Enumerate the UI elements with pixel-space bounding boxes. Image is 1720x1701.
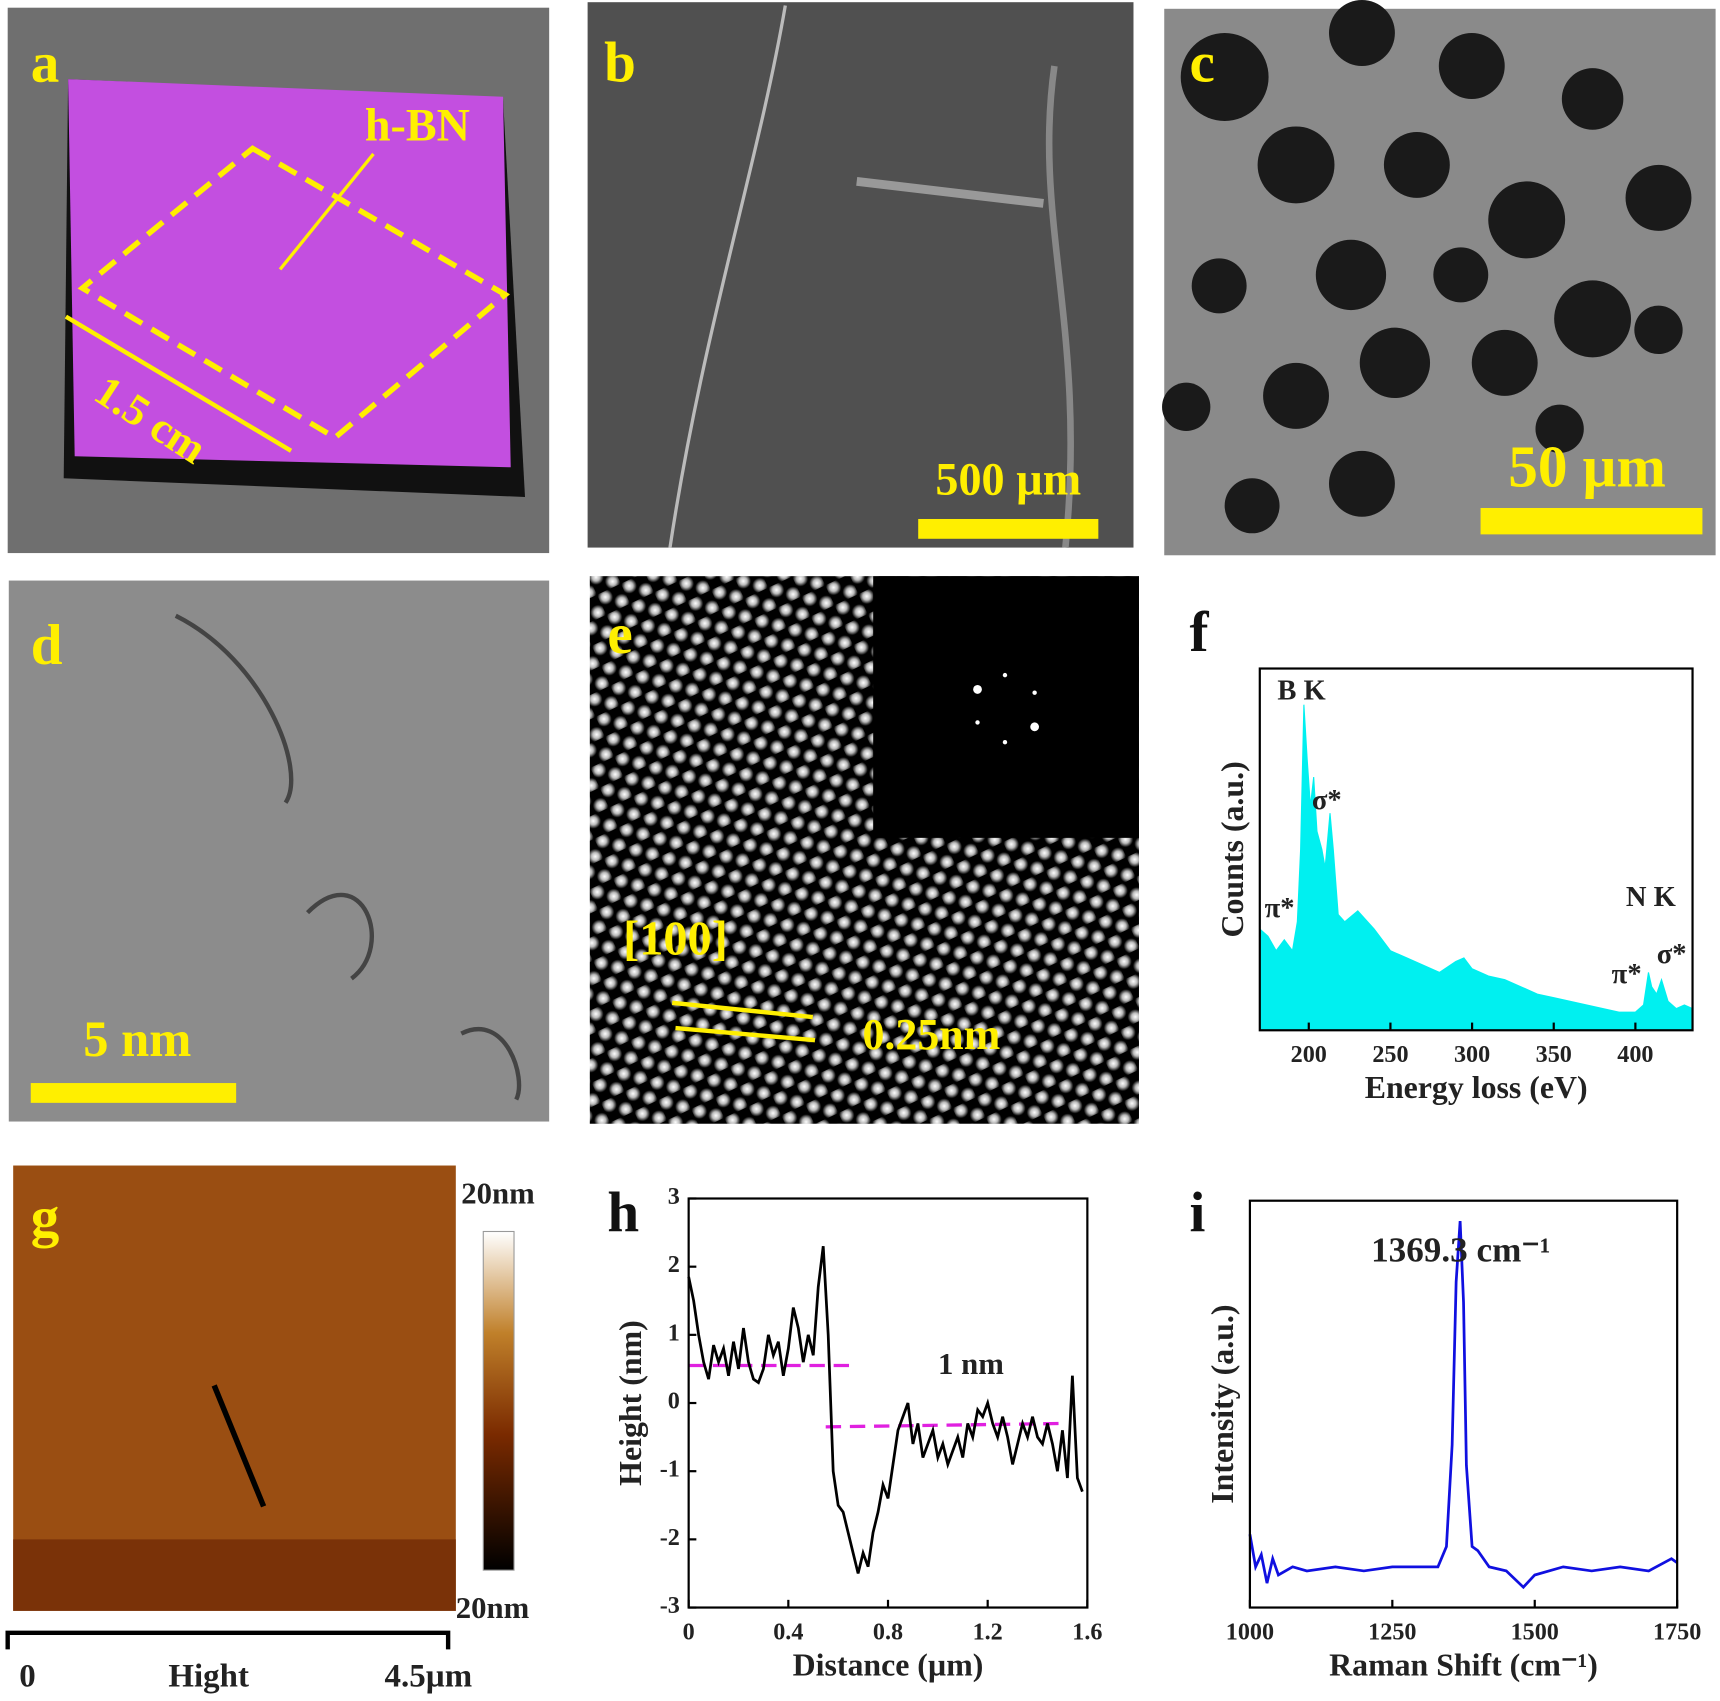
x-tick-label: 250	[1372, 1041, 1408, 1068]
y-tick-label: 2	[668, 1251, 680, 1278]
reference-line	[825, 1421, 1063, 1429]
x-tick-label: 400	[1617, 1041, 1653, 1068]
y-tick-label: -3	[660, 1592, 680, 1619]
panel-label: h	[607, 1181, 639, 1244]
sample	[68, 79, 511, 468]
scale-label: 50 µm	[1508, 433, 1666, 499]
scale-bar	[918, 518, 1099, 539]
scale-label: 5 nm	[83, 1011, 191, 1067]
axis-label: Hight	[168, 1659, 249, 1695]
annotation: σ*	[1657, 939, 1687, 970]
annotation: σ*	[1312, 785, 1342, 816]
line	[1248, 1220, 1678, 1590]
x-tick-label: 1000	[1226, 1618, 1274, 1645]
profile-line	[211, 1384, 267, 1508]
sem-image	[587, 2, 1134, 548]
y-tick-label: -1	[660, 1456, 680, 1483]
annotation: h-BN	[365, 99, 470, 150]
annotation: B K	[1277, 675, 1325, 706]
panel-label: c	[1190, 31, 1215, 94]
y-tick-label: 1	[668, 1319, 680, 1346]
afm-region	[13, 1539, 456, 1611]
x-tick-label: 350	[1536, 1041, 1572, 1068]
axis-start: 0	[19, 1659, 35, 1695]
direction-label: [100]	[623, 912, 728, 965]
fft-spots	[973, 672, 1040, 745]
fft-inset	[873, 576, 1139, 838]
annotation: N K	[1626, 882, 1676, 913]
x-tick-label: 1250	[1368, 1618, 1416, 1645]
y-axis-label: Intensity (a.u.)	[1205, 1304, 1240, 1503]
scale-label: 500 µm	[935, 453, 1081, 504]
tem-image	[8, 580, 550, 1122]
lattice-line	[671, 1000, 813, 1020]
dashed-box	[77, 145, 511, 441]
x-axis-label: Distance (µm)	[793, 1647, 984, 1682]
panel-label: g	[31, 1186, 60, 1249]
area	[1259, 704, 1694, 1031]
spacing-label: 0.25nm	[862, 1010, 1000, 1059]
colorbar-max: 20nm	[461, 1176, 535, 1210]
x-tick-label: 1.2	[973, 1618, 1003, 1645]
x-tick-label: 0.8	[873, 1618, 903, 1645]
x-tick-label: 0.4	[773, 1618, 803, 1645]
x-tick-label: 1750	[1653, 1618, 1701, 1645]
panel-label: a	[31, 31, 60, 94]
x-tick-label: 300	[1454, 1041, 1490, 1068]
panel-label: f	[1190, 601, 1210, 664]
panel-label: d	[31, 614, 63, 677]
y-tick-label: -2	[660, 1524, 680, 1551]
edge	[174, 613, 522, 1101]
axis-end: 4.5µm	[385, 1659, 473, 1695]
scale-axis	[5, 1630, 451, 1650]
colorbar	[482, 1230, 515, 1571]
annotation: 1 nm	[938, 1347, 1004, 1381]
x-tick-label: 200	[1291, 1041, 1327, 1068]
x-tick-label: 1500	[1511, 1618, 1559, 1645]
x-axis-label: Raman Shift (cm⁻¹)	[1329, 1647, 1598, 1682]
feature	[1045, 65, 1074, 548]
y-tick-label: 3	[668, 1183, 680, 1210]
plot-frame	[1248, 1199, 1679, 1609]
annotation: 1369.3 cm⁻¹	[1371, 1231, 1550, 1270]
scale-bar	[30, 1083, 237, 1103]
panel-label: e	[607, 603, 632, 666]
y-tick-label: 0	[668, 1388, 680, 1415]
feature	[668, 5, 787, 548]
arrow	[278, 152, 375, 271]
x-tick-label: 1.6	[1072, 1618, 1102, 1645]
afm-image	[13, 1165, 456, 1611]
y-axis-label: Counts (a.u.)	[1215, 761, 1250, 937]
x-axis-label: Energy loss (eV)	[1365, 1070, 1588, 1105]
panel-label: i	[1190, 1181, 1206, 1244]
panel-label: b	[604, 31, 636, 94]
colorbar-min: 20nm	[456, 1591, 530, 1625]
annotation: π*	[1612, 959, 1642, 990]
dimension-arrow	[64, 314, 293, 453]
scale-bar	[1480, 507, 1703, 535]
y-axis-label: Height (nm)	[613, 1320, 648, 1486]
x-tick-label: 0	[683, 1618, 695, 1645]
plot-frame	[687, 1197, 1089, 1609]
annotation: π*	[1265, 893, 1295, 924]
islands	[1162, 0, 1692, 534]
feature	[856, 177, 1044, 208]
lattice-line	[675, 1025, 816, 1043]
plot-frame	[1258, 667, 1694, 1032]
line	[687, 1246, 1084, 1574]
